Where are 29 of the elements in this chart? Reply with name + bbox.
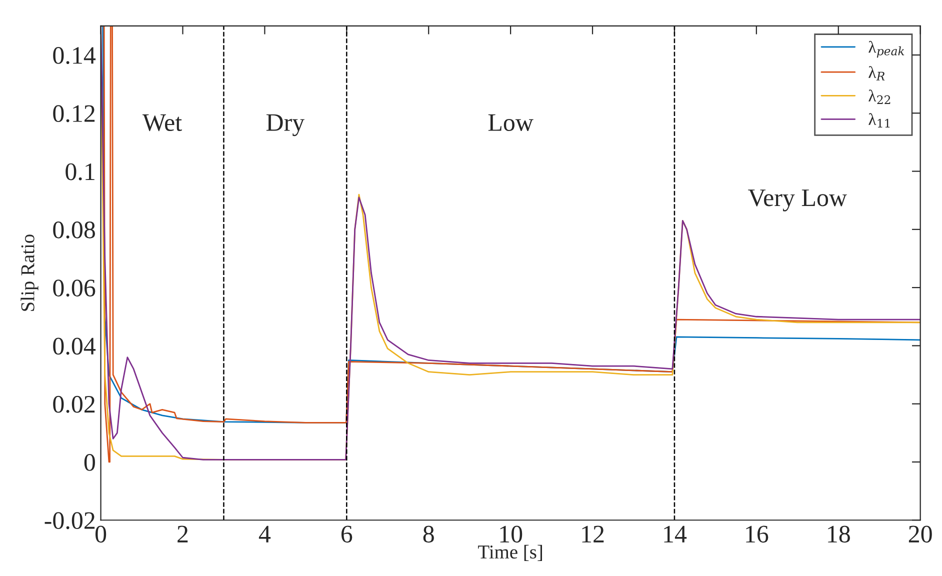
- x-tick-label: 8: [423, 526, 434, 543]
- y-tick-label: 0.08: [53, 221, 95, 238]
- x-tick-label: 10: [500, 526, 522, 543]
- y-tick-label: 0.04: [53, 338, 96, 355]
- y-tick-label: 0.06: [53, 280, 96, 297]
- y-tick-label: 0.1: [66, 163, 94, 180]
- x-tick-label: 14: [664, 526, 687, 542]
- x-tick-label: 6: [341, 526, 352, 543]
- legend-label: λ$_{peak}$: [868, 40, 904, 58]
- y-tick-label: 0: [84, 454, 95, 471]
- y-axis-title: Slip Ratio: [20, 234, 38, 311]
- annotation: Wet: [142, 114, 182, 132]
- y-tick-label: 0.12: [53, 105, 95, 122]
- legend-label: λ$_{R}$: [868, 66, 885, 80]
- y-tick-label: -0.02: [44, 512, 95, 530]
- y-tick-label: 0.02: [53, 396, 95, 413]
- x-tick-label: 18: [828, 526, 850, 543]
- legend-label: λ$_{22}$: [868, 90, 890, 104]
- x-tick-label: 20: [908, 526, 932, 543]
- x-tick-label: 12: [582, 526, 604, 542]
- x-tick-label: 4: [258, 526, 271, 542]
- legend-label: λ$_{11}$: [868, 113, 890, 128]
- annotation: Dry: [266, 114, 305, 136]
- annotation: Very Low: [748, 190, 847, 212]
- x-tick-label: 16: [746, 526, 768, 543]
- x-tick-label: 2: [178, 526, 188, 542]
- x-axis-title: Time [s]: [478, 544, 542, 561]
- y-tick-label: 0.14: [53, 47, 96, 64]
- annotation: Low: [488, 114, 534, 132]
